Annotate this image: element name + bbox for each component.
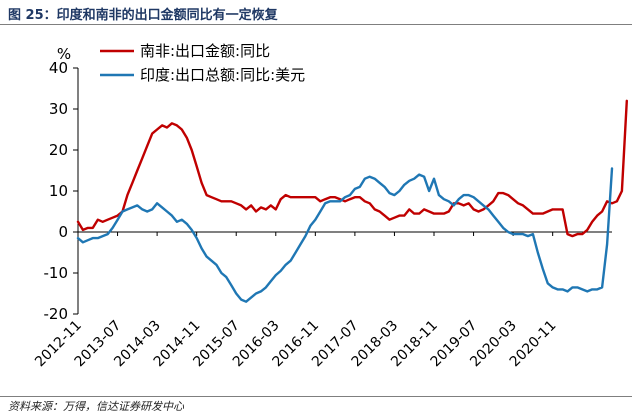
y-tick-label: 40: [49, 59, 68, 77]
series-line-1: [76, 99, 628, 238]
y-tick-label: 0: [58, 223, 68, 241]
figure-source: 资料来源：万得，信达证券研发中心: [8, 400, 184, 413]
figure-title: 图 25：印度和南非的出口金额同比有一定恢复: [8, 8, 278, 23]
legend-label-1: 南非:出口金额:同比: [140, 42, 270, 60]
source-rule: [0, 396, 632, 397]
y-tick-label: -20: [44, 305, 69, 323]
y-tick-label: -10: [44, 264, 69, 282]
y-tick-label: 10: [49, 182, 68, 200]
series-line-2: [76, 167, 614, 303]
title-rule: [0, 24, 632, 25]
chart: -20-10010203040%2012-112013-072014-03201…: [32, 42, 628, 370]
y-axis-unit: %: [57, 45, 71, 63]
legend-label-2: 印度:出口总额:同比:美元: [140, 66, 305, 84]
y-tick-label: 30: [49, 100, 68, 118]
y-tick-label: 20: [49, 141, 68, 159]
chart-series: [76, 99, 628, 303]
